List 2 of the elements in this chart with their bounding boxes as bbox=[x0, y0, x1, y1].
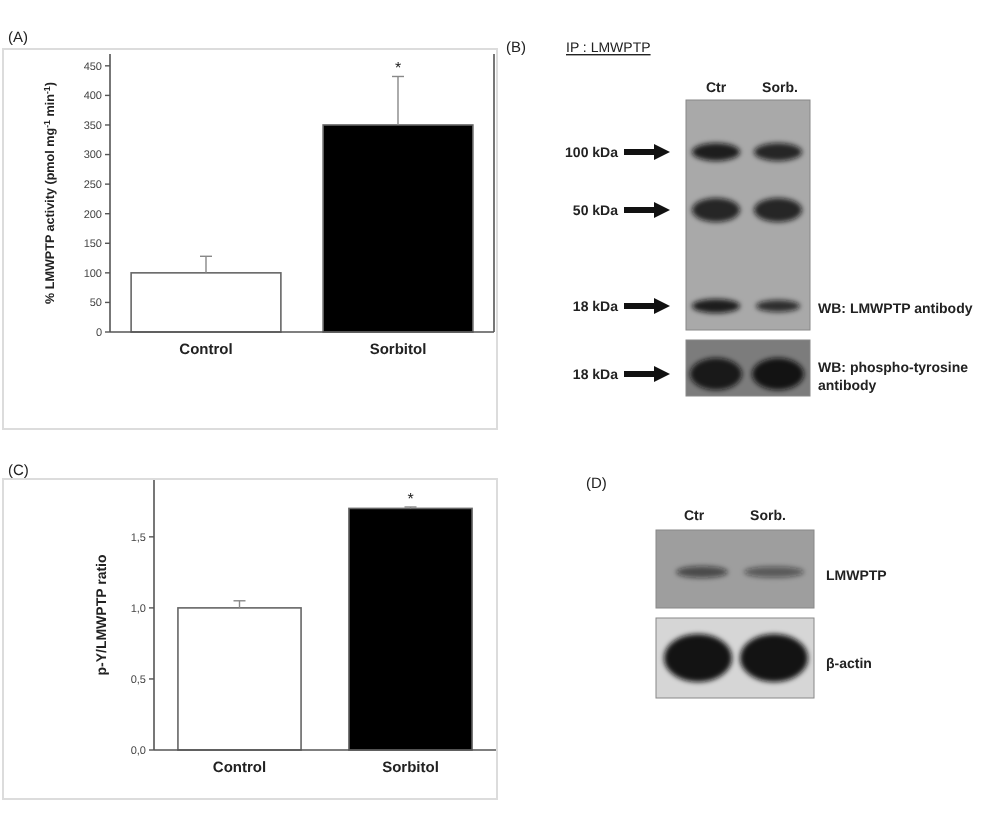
annotation: * bbox=[407, 490, 414, 508]
annotation: * bbox=[394, 59, 402, 78]
